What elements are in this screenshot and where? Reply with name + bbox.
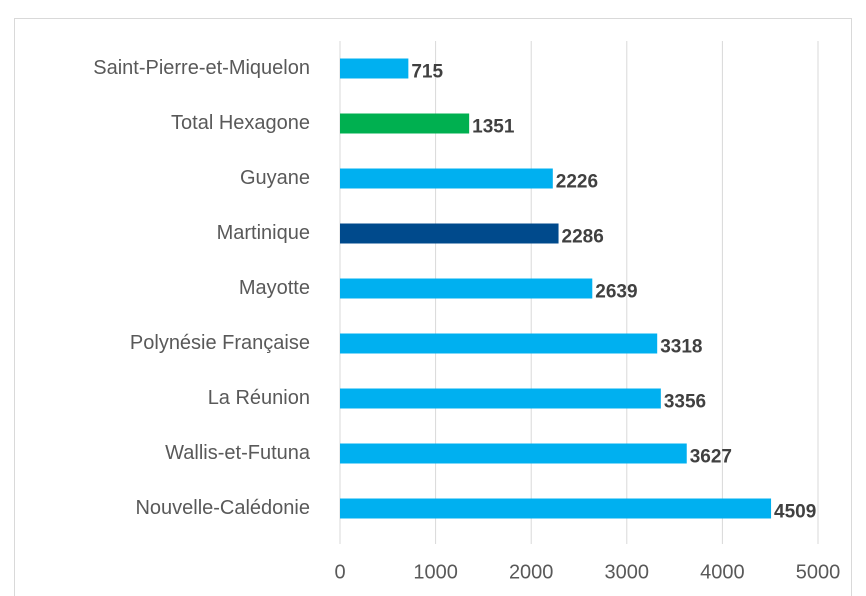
value-label: 3356 [664,392,706,413]
bar [340,113,470,134]
value-label: 1351 [472,117,515,138]
y-tick-label: Wallis-et-Futuna [165,442,311,464]
y-tick-label: Nouvelle-Calédonie [135,497,310,519]
y-tick-label: Mayotte [239,277,310,299]
value-label: 2639 [595,282,637,303]
y-tick-label: Saint-Pierre-et-Miquelon [93,57,310,79]
x-tick-label: 0 [334,561,345,583]
value-label: 715 [411,62,443,83]
bar [340,443,687,464]
bar [340,388,661,409]
y-tick-label: Martinique [217,222,310,244]
y-tick-label: Polynésie Française [130,332,310,354]
bar [340,168,553,189]
x-tick-label: 1000 [413,561,458,583]
x-tick-label: 4000 [700,561,745,583]
y-tick-label: Total Hexagone [171,112,310,134]
x-tick-label: 3000 [605,561,650,583]
value-label: 3627 [690,447,732,468]
x-tick-label: 2000 [509,561,554,583]
y-tick-label: Guyane [240,167,310,189]
value-label: 4509 [774,502,816,523]
y-tick-label: La Réunion [208,387,310,409]
bar [340,333,658,354]
bar [340,58,409,79]
value-label: 3318 [660,337,702,358]
bar [340,223,559,244]
value-label: 2226 [556,172,598,193]
bar [340,498,772,519]
bar [340,278,593,299]
value-label: 2286 [562,227,604,248]
x-tick-label: 5000 [796,561,841,583]
